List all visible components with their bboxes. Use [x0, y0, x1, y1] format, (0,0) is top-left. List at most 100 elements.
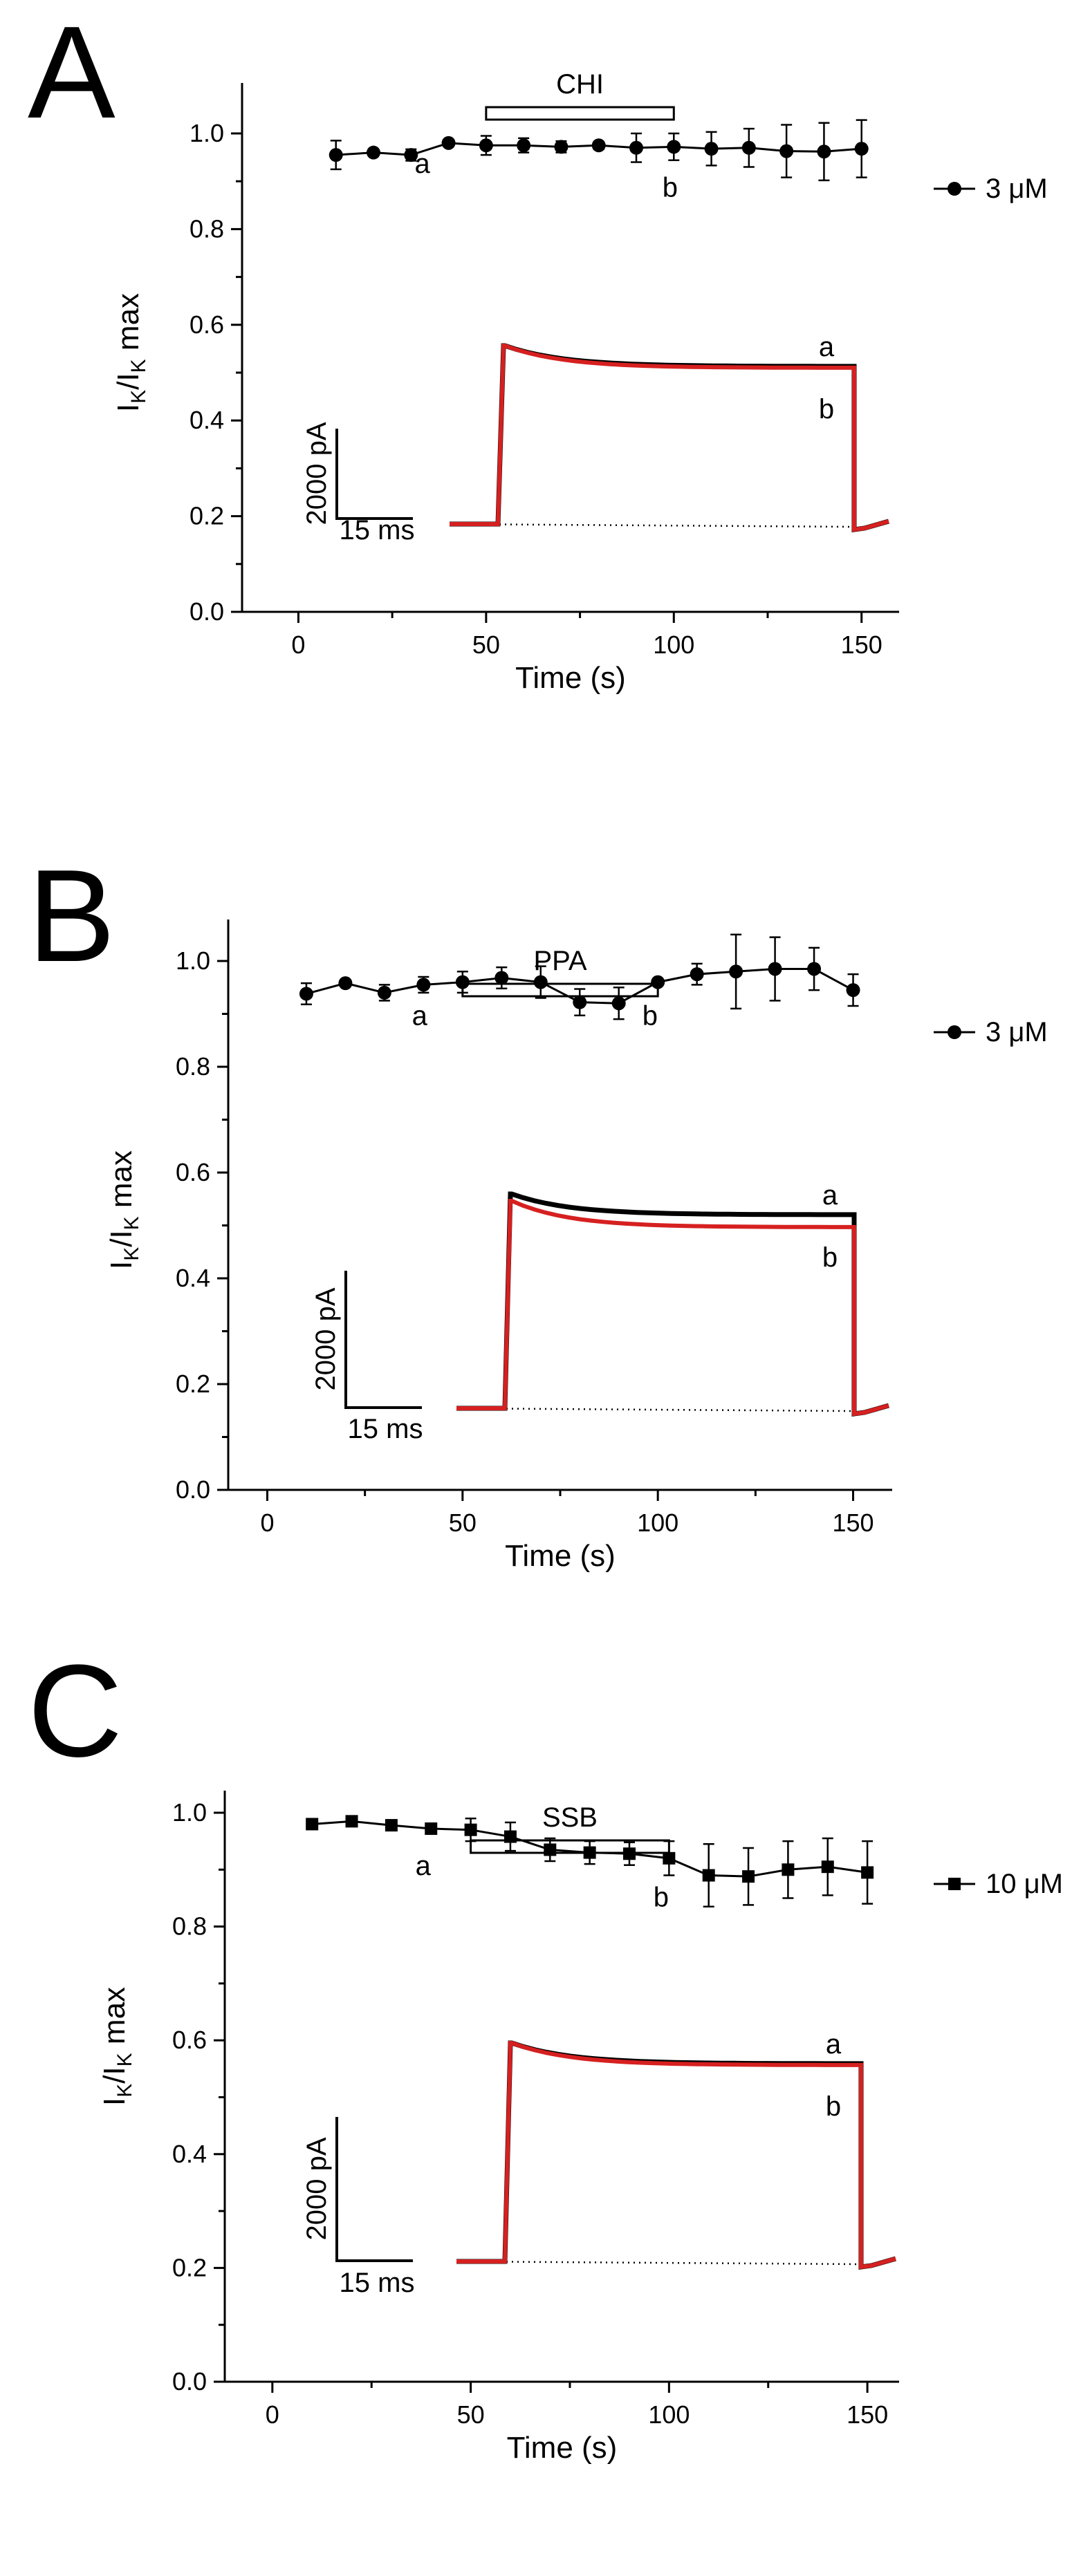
current-trace-b — [456, 1199, 889, 1417]
drug-bar — [461, 982, 659, 998]
y-axis-title: IK/IK max — [111, 293, 150, 412]
y-tick-label: 0.4 — [172, 2140, 207, 2168]
scale-current-label: 2000 pA — [302, 2137, 332, 2240]
legend-label: 3 μM — [986, 1017, 1048, 1047]
y-tick-label: 0.6 — [172, 2026, 207, 2054]
y-tick-label: 0.0 — [176, 1475, 210, 1504]
y-axis-title-part: I — [111, 404, 145, 412]
timepoint-label: a — [416, 1851, 432, 1881]
x-tick-label: 50 — [449, 1509, 477, 1537]
x-tick-label: 100 — [637, 1509, 678, 1537]
y-tick-label: 0.6 — [176, 1158, 210, 1186]
data-point — [299, 987, 313, 1001]
timepoint-label: b — [663, 173, 678, 203]
zero-current-line — [449, 523, 855, 528]
trace-label-a: a — [819, 332, 835, 362]
y-axis-title-part: K — [113, 2053, 136, 2066]
data-point — [329, 148, 343, 162]
y-axis-title-part: K — [113, 2084, 136, 2098]
scale-time-label: 15 ms — [340, 2268, 415, 2298]
current-trace-a — [456, 2040, 896, 2270]
data-point — [704, 142, 719, 156]
data-point — [779, 144, 794, 158]
y-tick-label: 1.0 — [176, 946, 210, 975]
x-tick-label: 50 — [472, 631, 500, 659]
data-point — [503, 1830, 517, 1843]
x-tick-label: 50 — [457, 2400, 485, 2429]
scale-bar — [344, 1271, 422, 1409]
x-tick-label: 150 — [832, 1509, 874, 1537]
panel-letter: A — [28, 0, 115, 146]
data-point — [821, 1860, 834, 1874]
timepoint-label: a — [412, 1000, 428, 1031]
data-point — [667, 140, 681, 154]
data-point — [583, 1846, 596, 1859]
data-point — [517, 138, 531, 153]
y-tick-label: 1.0 — [172, 1798, 207, 1827]
legend-label: 3 μM — [986, 174, 1048, 204]
y-axis-title-part: max — [104, 1150, 138, 1216]
data-point — [404, 148, 418, 162]
data-point — [768, 962, 782, 976]
current-trace-b — [456, 2041, 896, 2270]
x-tick-label: 150 — [847, 2400, 888, 2429]
y-tick-label: 0.2 — [190, 502, 224, 530]
y-tick-label: 0.2 — [176, 1370, 210, 1398]
data-point — [441, 136, 456, 150]
y-tick-label: 0.4 — [176, 1264, 210, 1292]
x-axis-title: Time (s) — [515, 661, 626, 695]
y-tick-label: 0.2 — [172, 2253, 207, 2281]
trace-label-b: b — [822, 1242, 838, 1273]
scale-time-label: 15 ms — [348, 1414, 423, 1444]
trace-label-b: b — [819, 394, 834, 424]
drug-bar — [485, 106, 675, 121]
data-point — [377, 985, 391, 1000]
data-point — [455, 975, 470, 989]
zero-current-line — [456, 2260, 862, 2266]
legend-marker — [948, 182, 961, 196]
data-point — [817, 144, 831, 159]
timepoint-label: a — [414, 149, 430, 179]
data-point — [573, 995, 587, 1009]
x-tick-label: 0 — [291, 631, 305, 659]
drug-label: CHI — [556, 69, 604, 100]
data-point — [554, 140, 569, 154]
drug-label: PPA — [533, 946, 586, 976]
y-axis-title-part: I — [98, 2098, 131, 2106]
timepoint-label: b — [654, 1882, 669, 1912]
y-tick-label: 0.6 — [190, 310, 224, 339]
data-point — [495, 971, 509, 985]
trace-label-a: a — [822, 1180, 838, 1211]
data-point — [782, 1863, 795, 1876]
data-point — [544, 1843, 557, 1856]
data-point — [702, 1869, 715, 1882]
panel-letter: B — [28, 843, 115, 989]
data-point — [629, 140, 643, 155]
scale-bar — [335, 429, 413, 520]
data-point — [345, 1815, 358, 1828]
y-axis-title-part: max — [111, 293, 145, 359]
y-tick-label: 0.0 — [172, 2367, 207, 2396]
scale-current-label: 2000 pA — [311, 1287, 341, 1390]
x-tick-label: 100 — [648, 2400, 690, 2429]
data-point — [742, 1870, 755, 1883]
data-point — [464, 1823, 477, 1836]
y-axis-title: IK/IK max — [104, 1150, 143, 1269]
x-axis-title: Time (s) — [505, 1539, 616, 1573]
y-tick-label: 0.8 — [176, 1052, 210, 1081]
y-axis-title-part: K — [127, 390, 150, 404]
data-point — [807, 962, 822, 976]
data-point — [663, 1851, 676, 1865]
data-point — [741, 140, 756, 155]
data-point — [533, 975, 548, 989]
y-tick-label: 0.8 — [172, 1912, 207, 1941]
data-point — [846, 983, 860, 998]
current-trace-a — [450, 343, 889, 532]
y-axis-title-part: K — [120, 1216, 143, 1230]
data-point — [623, 1847, 636, 1860]
y-axis-title: IK/IK max — [98, 1987, 136, 2106]
